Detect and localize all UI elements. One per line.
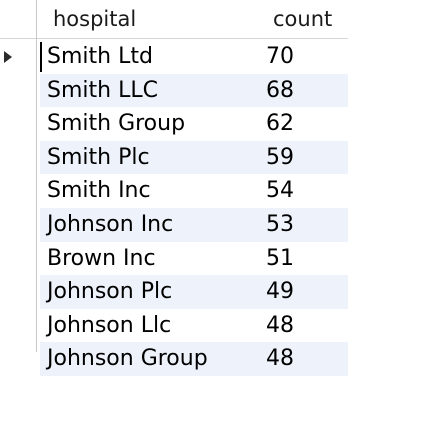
table-row[interactable]: Johnson Inc 53	[0, 207, 348, 242]
cell-hospital[interactable]: Smith Inc	[47, 178, 151, 204]
table-row[interactable]: Smith LLC 68	[0, 73, 348, 108]
cell-count[interactable]: 48	[266, 346, 294, 372]
cell-count[interactable]: 48	[266, 312, 294, 338]
table-row[interactable]: Smith Plc 59	[0, 140, 348, 175]
row-background	[40, 342, 348, 376]
cell-count[interactable]: 59	[266, 144, 294, 170]
table-row[interactable]: Brown Inc 51	[0, 242, 348, 276]
row-background	[40, 73, 348, 108]
cell-hospital[interactable]: Brown Inc	[47, 245, 156, 271]
table-row[interactable]: Smith Inc 54	[0, 174, 348, 208]
column-header-hospital[interactable]: hospital	[53, 7, 137, 31]
table-row[interactable]: Johnson Plc 49	[0, 275, 348, 309]
cell-count[interactable]: 49	[266, 279, 294, 305]
cell-hospital[interactable]: Johnson Llc	[47, 312, 172, 338]
cell-hospital[interactable]: Johnson Plc	[47, 279, 173, 305]
table-row[interactable]: Johnson Llc 48	[0, 309, 348, 343]
cell-hospital[interactable]: Johnson Inc	[47, 211, 174, 237]
column-header-count[interactable]: count	[273, 7, 333, 31]
row-background	[40, 140, 348, 175]
cell-cursor	[40, 42, 42, 72]
row-pointer-icon	[4, 51, 12, 63]
cell-hospital[interactable]: Smith Ltd	[47, 44, 153, 69]
cell-hospital[interactable]: Johnson Group	[47, 346, 208, 372]
table-row[interactable]: Smith Ltd 70	[0, 40, 348, 74]
cell-hospital[interactable]: Smith Group	[47, 111, 186, 137]
cell-count[interactable]: 70	[266, 44, 294, 69]
row-header-corner	[0, 0, 36, 39]
table-row[interactable]: Johnson Group 48	[0, 342, 348, 376]
cell-count[interactable]: 54	[266, 178, 294, 204]
table-row[interactable]: Smith Group 62	[0, 107, 348, 141]
cell-count[interactable]: 62	[266, 111, 294, 137]
cell-count[interactable]: 68	[266, 77, 294, 103]
cell-count[interactable]: 53	[266, 211, 294, 237]
row-background	[40, 275, 348, 309]
cell-count[interactable]: 51	[266, 245, 294, 271]
row-background	[40, 207, 348, 242]
grid-body: Smith Ltd 70 Smith LLC 68 Smith Group 62…	[0, 40, 348, 376]
cell-hospital[interactable]: Smith LLC	[47, 77, 158, 103]
cell-hospital[interactable]: Smith Plc	[47, 144, 150, 170]
grid-header: hospital count	[0, 0, 348, 39]
row-header-divider	[36, 0, 37, 352]
row-background	[40, 40, 348, 74]
